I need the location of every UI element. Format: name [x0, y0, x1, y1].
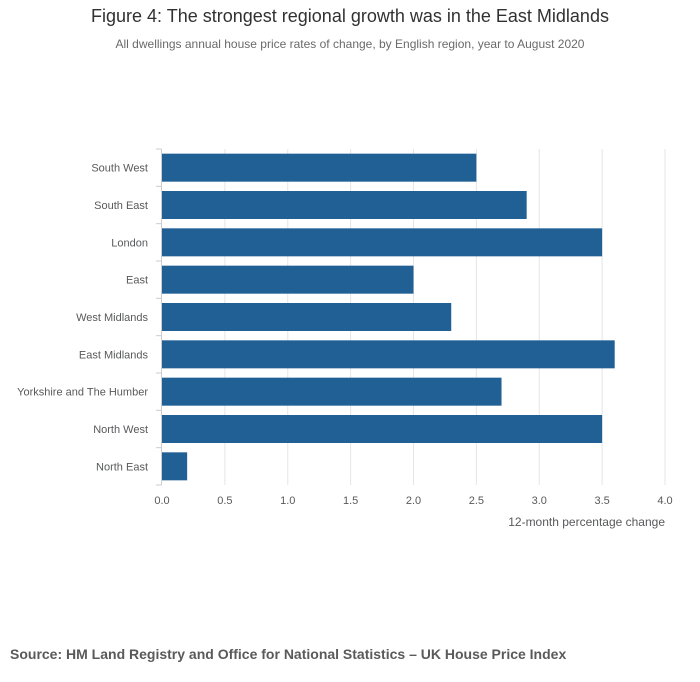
chart-title: Figure 4: The strongest regional growth …: [91, 6, 609, 26]
x-tick-label: 0.5: [217, 495, 232, 507]
y-category-label: West Midlands: [76, 312, 148, 324]
y-category-label: North East: [96, 461, 148, 473]
source-note: Source: HM Land Registry and Office for …: [10, 646, 567, 662]
bar[interactable]: [162, 228, 603, 257]
bar[interactable]: [162, 153, 477, 182]
y-category-label: London: [111, 237, 148, 249]
x-tick-label: 2.5: [469, 495, 484, 507]
bar[interactable]: [162, 415, 603, 443]
y-category-label: East: [126, 275, 148, 287]
bar[interactable]: [162, 191, 527, 219]
x-axis-title: 12-month percentage change: [508, 515, 665, 529]
x-tick-label: 3.5: [594, 495, 609, 507]
axes: 0.0 0.5 1.0 1.5 2.0 2.5 3.0 3.5 4.0 South West Sou…: [17, 148, 673, 507]
x-tick-label: 1.5: [343, 495, 358, 507]
y-category-label: East Midlands: [79, 349, 149, 361]
y-category-label: North West: [93, 424, 148, 436]
y-category-label: Yorkshire and The Humber: [17, 387, 148, 399]
bar[interactable]: [162, 377, 502, 406]
y-category-label: South West: [91, 163, 148, 175]
x-tick-label: 2.0: [406, 495, 421, 507]
bar[interactable]: [162, 265, 414, 294]
bar[interactable]: [162, 303, 452, 331]
bars: [162, 153, 615, 481]
x-tick-label: 3.0: [532, 495, 547, 507]
bar[interactable]: [162, 340, 615, 369]
y-category-label: South East: [94, 200, 148, 212]
bar[interactable]: [162, 452, 188, 481]
x-tick-label: 0.0: [154, 495, 169, 507]
x-tick-label: 4.0: [657, 495, 672, 507]
chart-subtitle: All dwellings annual house price rates o…: [115, 37, 585, 51]
x-tick-label: 1.0: [280, 495, 295, 507]
